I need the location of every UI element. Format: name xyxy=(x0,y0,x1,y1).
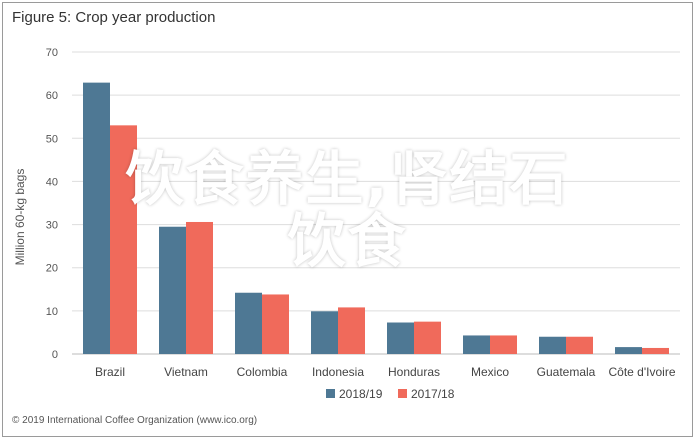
bars xyxy=(83,82,669,354)
bar-2018-19-5 xyxy=(463,335,490,354)
legend-label: 2017/18 xyxy=(411,387,455,401)
x-tick-label: Indonesia xyxy=(312,365,364,379)
y-tick-label: 20 xyxy=(46,263,58,275)
legend-label: 2018/19 xyxy=(339,387,383,401)
y-tick-label: 50 xyxy=(46,133,58,145)
y-tick-label: 40 xyxy=(46,176,58,188)
y-tick-label: 0 xyxy=(52,349,58,361)
bar-2017-18-4 xyxy=(414,321,441,354)
bar-2017-18-2 xyxy=(262,294,289,354)
bar-2018-19-1 xyxy=(159,226,186,354)
bar-2018-19-7 xyxy=(615,347,642,354)
bar-2018-19-2 xyxy=(235,292,262,354)
x-tick-label: Mexico xyxy=(471,365,509,379)
chart-title: Figure 5: Crop year production xyxy=(12,9,216,26)
bar-2017-18-5 xyxy=(490,335,517,354)
legend-swatch xyxy=(398,389,407,398)
y-tick-label: 70 xyxy=(46,47,58,59)
bar-2017-18-1 xyxy=(186,221,213,354)
bar-2017-18-7 xyxy=(642,347,669,354)
bar-2018-19-4 xyxy=(387,322,414,354)
legend-swatch xyxy=(326,389,335,398)
bar-2018-19-6 xyxy=(539,336,566,354)
x-tick-label: Guatemala xyxy=(537,365,596,379)
bar-2018-19-0 xyxy=(83,82,110,354)
tick-labels: 0 10 20 30 40 50 60 70 Brazil Vietnam Colombia Indo… xyxy=(46,47,676,379)
bar-2017-18-6 xyxy=(566,336,593,354)
x-tick-label: Brazil xyxy=(95,365,125,379)
bar-2018-19-3 xyxy=(311,311,338,354)
x-tick-label: Honduras xyxy=(388,365,440,379)
y-tick-label: 60 xyxy=(46,90,58,102)
copyright-footer: © 2019 International Coffee Organization… xyxy=(12,415,258,426)
y-tick-label: 30 xyxy=(46,220,58,232)
x-tick-label: Côte d'Ivoire xyxy=(609,365,676,379)
legend: 2018/19 2017/18 xyxy=(326,387,455,401)
bar-2017-18-0 xyxy=(110,125,137,354)
y-tick-label: 10 xyxy=(46,306,58,318)
grid-lines xyxy=(72,51,680,355)
x-tick-label: Colombia xyxy=(237,365,288,379)
x-tick-label: Vietnam xyxy=(164,365,208,379)
y-axis-label: Million 60-kg bags xyxy=(13,169,27,266)
bar-2017-18-3 xyxy=(338,307,365,354)
